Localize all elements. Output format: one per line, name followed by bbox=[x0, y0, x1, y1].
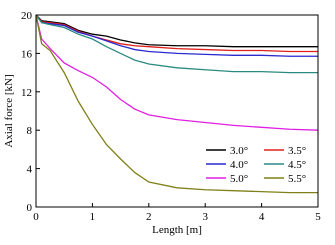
x-tick-label: 2 bbox=[146, 211, 152, 223]
y-tick-label: 8 bbox=[27, 125, 33, 137]
chart: Axial force [kN] Length [m] 0 1 2 3 4 5048121… bbox=[3, 10, 321, 236]
series-line bbox=[35, 14, 318, 53]
x-tick-label: 4 bbox=[259, 211, 265, 223]
y-tick-label: 20 bbox=[21, 10, 33, 22]
series-line bbox=[35, 14, 318, 48]
legend-label: 3.0° bbox=[230, 145, 248, 157]
series-line bbox=[35, 14, 318, 194]
x-axis-label: Length [m] bbox=[152, 224, 202, 236]
plot-frame bbox=[35, 14, 319, 208]
series-line bbox=[35, 14, 319, 131]
y-tick-label: 16 bbox=[21, 48, 33, 60]
legend-label: 4.0° bbox=[230, 159, 248, 171]
x-tick-label: 1 bbox=[90, 211, 96, 223]
y-tick-label: 0 bbox=[27, 202, 33, 214]
x-tick-label: 5 bbox=[315, 211, 321, 223]
legend-label: 5.0° bbox=[230, 173, 248, 185]
legend-label: 4.5° bbox=[288, 159, 306, 171]
x-tick-label: 0 bbox=[33, 211, 39, 223]
y-tick-label: 12 bbox=[21, 87, 32, 99]
y-axis-label: Axial force [kN] bbox=[3, 74, 15, 147]
legend-label: 5.5° bbox=[288, 173, 306, 185]
y-tick-label: 4 bbox=[27, 164, 33, 176]
legend-label: 3.5° bbox=[288, 145, 306, 157]
series-line bbox=[35, 14, 318, 74]
x-tick-label: 3 bbox=[202, 211, 208, 223]
series-line bbox=[35, 14, 318, 57]
